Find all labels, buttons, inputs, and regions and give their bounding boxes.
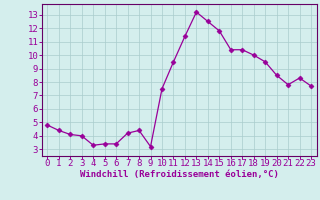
X-axis label: Windchill (Refroidissement éolien,°C): Windchill (Refroidissement éolien,°C) (80, 170, 279, 179)
